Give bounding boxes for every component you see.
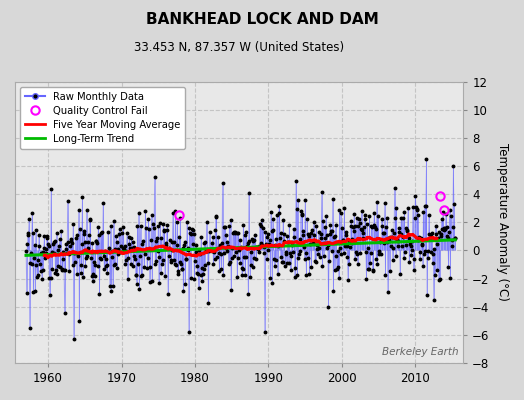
Text: BANKHEAD LOCK AND DAM: BANKHEAD LOCK AND DAM <box>146 12 378 27</box>
Y-axis label: Temperature Anomaly (°C): Temperature Anomaly (°C) <box>496 143 509 301</box>
Legend: Raw Monthly Data, Quality Control Fail, Five Year Moving Average, Long-Term Tren: Raw Monthly Data, Quality Control Fail, … <box>20 86 185 148</box>
Title: 33.453 N, 87.357 W (United States): 33.453 N, 87.357 W (United States) <box>134 41 344 54</box>
Text: Berkeley Earth: Berkeley Earth <box>382 347 458 357</box>
